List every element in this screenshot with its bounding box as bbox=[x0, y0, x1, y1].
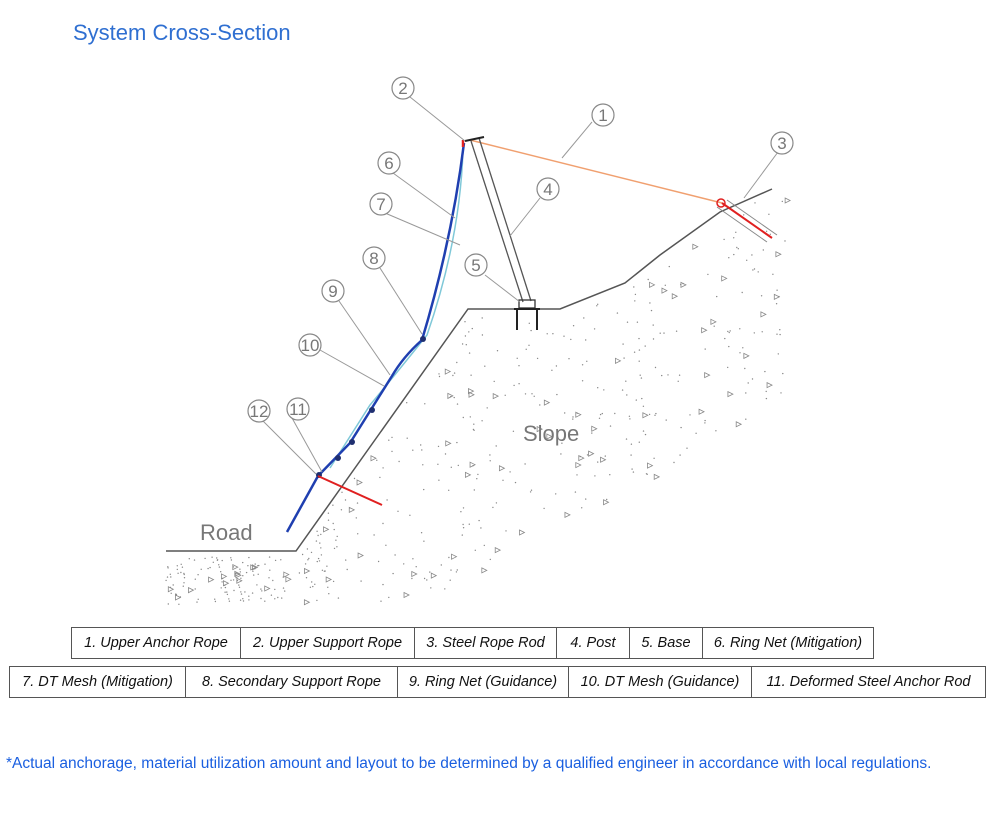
disclaimer-footnote: *Actual anchorage, material utilization … bbox=[6, 755, 932, 772]
svg-text:1: 1 bbox=[598, 106, 607, 125]
upper-anchor-rope bbox=[469, 139, 723, 204]
deformed-steel-anchor-rod bbox=[317, 475, 383, 506]
legend-item-upper-support-rope: 2. Upper Support Rope bbox=[241, 628, 415, 658]
callout-5: 5 bbox=[464, 253, 488, 277]
svg-text:6: 6 bbox=[384, 154, 393, 173]
svg-text:8: 8 bbox=[369, 249, 378, 268]
base bbox=[514, 299, 540, 330]
legend-item-ring-net-mitigation: 6. Ring Net (Mitigation) bbox=[713, 635, 863, 651]
callout-8: 8 bbox=[362, 246, 386, 270]
legend-item-steel-rope-rod: 3. Steel Rope Rod bbox=[415, 628, 557, 658]
legend-item-upper-anchor-rope: 1. Upper Anchor Rope bbox=[72, 628, 241, 658]
ring-net bbox=[285, 142, 466, 533]
legend-item-dt-mesh-mitigation: 7. DT Mesh (Mitigation) bbox=[10, 667, 186, 697]
connection-nodes bbox=[316, 336, 426, 478]
callout-9: 9 bbox=[321, 279, 345, 303]
callout-leaders bbox=[261, 96, 779, 475]
callout-3: 3 bbox=[770, 131, 794, 155]
svg-text:5: 5 bbox=[471, 256, 480, 275]
svg-text:11: 11 bbox=[289, 400, 307, 419]
soil-texture bbox=[165, 197, 792, 606]
svg-text:12: 12 bbox=[250, 402, 269, 421]
callout-6: 6 bbox=[377, 151, 401, 175]
svg-text:9: 9 bbox=[328, 282, 337, 301]
legend-item-secondary-support-rope: 8. Secondary Support Rope bbox=[186, 667, 398, 697]
legend-row-1: 1. Upper Anchor Rope 2. Upper Support Ro… bbox=[71, 627, 874, 659]
svg-text:7: 7 bbox=[376, 195, 385, 214]
legend-item-deformed-steel-anchor-rod: 11. Deformed Steel Anchor Rod bbox=[766, 674, 971, 690]
callout-7: 7 bbox=[369, 192, 393, 216]
callout-1: 1 bbox=[591, 103, 615, 127]
legend-item-post: 4. Post bbox=[557, 628, 630, 658]
slope-label: Slope bbox=[523, 421, 579, 446]
legend-item-ring-net-guidance: 9. Ring Net (Guidance) bbox=[398, 667, 569, 697]
svg-text:4: 4 bbox=[543, 180, 552, 199]
callout-4: 4 bbox=[536, 177, 560, 201]
dt-mesh bbox=[329, 149, 464, 469]
callout-10: 10 bbox=[298, 333, 322, 357]
steel-rope-rod bbox=[716, 198, 778, 243]
diagram-title: System Cross-Section bbox=[73, 20, 291, 45]
road-label: Road bbox=[200, 520, 253, 545]
callout-2: 2 bbox=[391, 76, 415, 100]
svg-text:10: 10 bbox=[301, 336, 320, 355]
svg-text:2: 2 bbox=[398, 79, 407, 98]
post bbox=[464, 136, 532, 303]
ground-line bbox=[166, 188, 773, 552]
legend-item-base: 5. Base bbox=[630, 628, 703, 658]
legend-item-dt-mesh-guidance: 10. DT Mesh (Guidance) bbox=[569, 667, 752, 697]
callout-12: 12 bbox=[247, 399, 271, 423]
svg-text:3: 3 bbox=[777, 134, 786, 153]
callout-11: 11 bbox=[286, 397, 310, 421]
legend-row-2: 7. DT Mesh (Mitigation) 8. Secondary Sup… bbox=[9, 666, 986, 698]
